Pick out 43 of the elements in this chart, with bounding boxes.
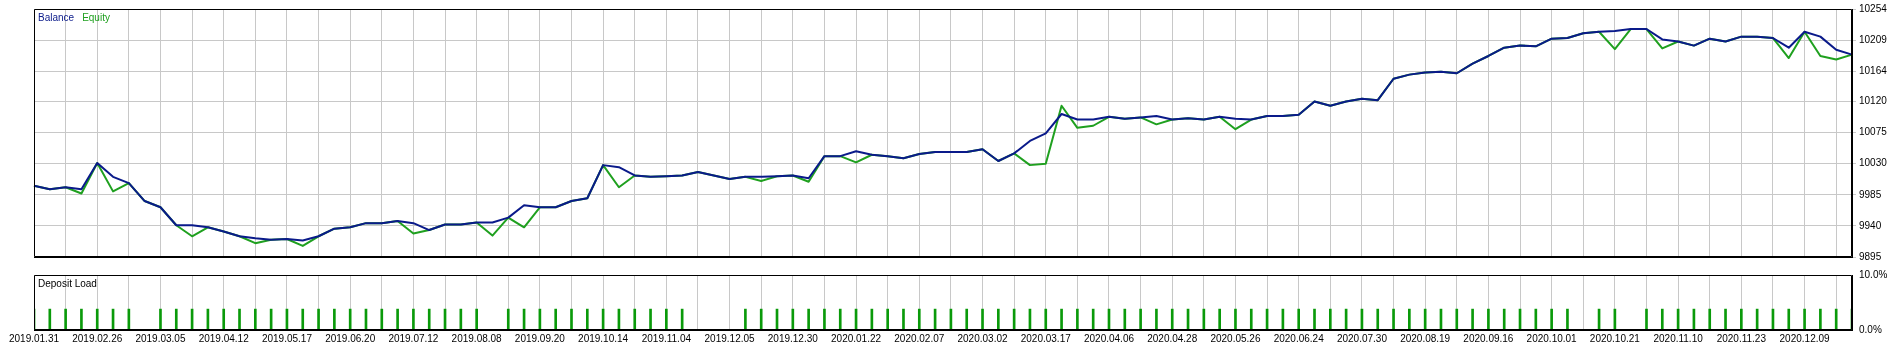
y-tick-label: 10164 (1859, 64, 1888, 76)
x-tick-label: 2020.03.17 (1020, 332, 1072, 344)
y-tick-label: 10254 (1859, 2, 1888, 14)
y-tick-label: 9895 (1859, 250, 1882, 262)
text: Equity (82, 11, 110, 23)
x-tick-label: 2019.09.20 (514, 332, 566, 344)
y-tick-label: 9940 (1859, 219, 1882, 231)
x-tick-label: 2020.11.23 (1716, 332, 1767, 344)
x-tick-label: 2020.04.28 (1147, 332, 1198, 344)
x-tick-label: 2019.01.31 (8, 332, 60, 344)
x-tick-label: 2019.06.20 (325, 332, 376, 344)
x-tick-label: 2019.05.17 (261, 332, 313, 344)
y-tick-label: 0.0% (1859, 323, 1882, 335)
x-tick-label: 2020.09.16 (1463, 332, 1514, 344)
y-tick-label: 9985 (1859, 188, 1882, 200)
y-tick-label: 10.0% (1859, 268, 1888, 280)
x-tick-label: 2020.12.09 (1779, 332, 1831, 344)
x-tick-label: 2020.03.02 (957, 332, 1008, 344)
x-tick-label: 2020.08.19 (1400, 332, 1451, 344)
x-tick-label: 2019.03.05 (135, 332, 186, 344)
x-tick-label: 2020.10.21 (1589, 332, 1641, 344)
x-tick-label: 2020.05.26 (1210, 332, 1261, 344)
y-tick-label: 10075 (1859, 126, 1888, 138)
x-tick-label: 2020.04.06 (1083, 332, 1135, 344)
x-tick-label: 2019.08.08 (451, 332, 503, 344)
x-tick-label: 2019.11.04 (641, 332, 692, 344)
x-tick-label: 2019.12.30 (767, 332, 819, 344)
text: Balance (38, 11, 75, 23)
y-tick-label: 10120 (1859, 95, 1888, 107)
x-tick-label: 2020.02.07 (894, 332, 945, 344)
x-tick-label: 2019.04.12 (198, 332, 250, 344)
x-tick-label: 2019.07.12 (388, 332, 439, 344)
y-tick-label: 10030 (1859, 157, 1888, 169)
x-tick-label: 2020.06.24 (1273, 332, 1325, 344)
chart-title: Deposit Load (38, 277, 97, 289)
x-tick-label: 2019.10.14 (578, 332, 629, 344)
x-tick-label: 2019.12.05 (704, 332, 756, 344)
x-tick-label: 2020.10.01 (1526, 332, 1578, 344)
x-tick-label: 2020.11.10 (1653, 332, 1704, 344)
y-tick-label: 10209 (1859, 33, 1888, 45)
x-tick-label: 2019.02.26 (72, 332, 123, 344)
x-tick-label: 2020.07.30 (1336, 332, 1388, 344)
x-tick-label: 2020.01.22 (831, 332, 882, 344)
